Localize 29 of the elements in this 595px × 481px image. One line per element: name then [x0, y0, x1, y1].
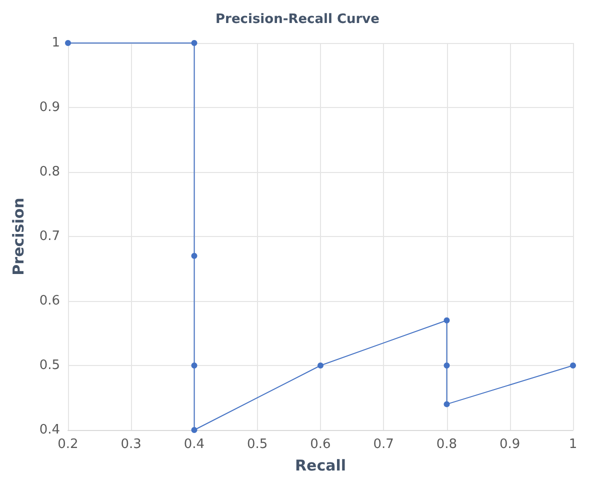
point	[444, 317, 450, 324]
y-tick-label: 0.5	[39, 358, 60, 373]
x-tick-label: 1	[568, 437, 578, 452]
y-tick-label: 0.4	[39, 422, 60, 438]
point	[191, 427, 198, 433]
point	[191, 252, 198, 259]
x-tick-label: 0.3	[120, 437, 142, 452]
x-tick-label: 0.7	[373, 437, 394, 452]
x-tick-label: 0.6	[310, 437, 331, 452]
point	[65, 40, 71, 46]
point	[318, 362, 324, 368]
y-tick-label: 0.8	[39, 164, 60, 180]
x-tick-label: 0.2	[58, 437, 78, 452]
point	[570, 362, 576, 368]
x-axis-title: Recall	[294, 456, 346, 474]
y-tick-label: 0.6	[39, 294, 60, 308]
x-tick-label: 0.9	[500, 437, 520, 452]
point	[444, 362, 450, 368]
x-tick-label: 0.4	[184, 437, 205, 452]
y-tick-label: 0.7	[39, 229, 60, 244]
y-tick-label: 1	[52, 36, 60, 50]
y-tick-label: 0.9	[39, 100, 60, 115]
y-axis-title: Precision	[10, 198, 28, 276]
x-tick-label: 0.5	[247, 437, 268, 452]
x-tick-label: 0.8	[436, 437, 458, 452]
point	[191, 362, 198, 368]
chart-title: Precision-Recall Curve	[216, 12, 380, 27]
point	[444, 401, 450, 408]
point	[191, 40, 198, 46]
